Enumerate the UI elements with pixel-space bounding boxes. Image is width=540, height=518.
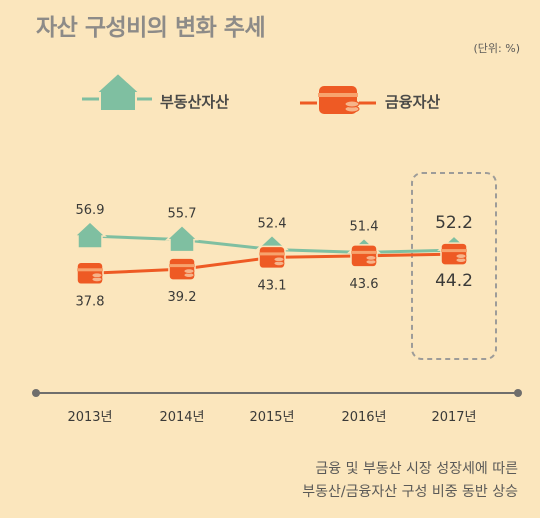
legend-wallet-icon — [300, 84, 376, 116]
house-icon — [73, 220, 107, 249]
x-tick-label: 2017년 — [431, 410, 476, 425]
coin-icon — [455, 253, 467, 259]
coin-icon — [273, 256, 285, 263]
line-chart: 56.9 37.8 2013년 55.7 39.2 2014년 52.4 43.1 2015년 5… — [32, 172, 522, 425]
highlight-box-2017 — [411, 172, 497, 360]
wallet-band — [441, 249, 467, 253]
chart-title: 자산 구성비의 변화 추세 — [36, 15, 266, 41]
legend-label-real-estate: 부동산자산 — [160, 93, 230, 111]
data-label-financial: 39.2 — [168, 290, 197, 305]
coin-icon — [91, 272, 103, 278]
footnote-line-1: 금융 및 부동산 시장 성장세에 따른 — [315, 461, 518, 477]
data-label-real-estate: 52.2 — [435, 213, 473, 233]
data-label-real-estate: 51.4 — [350, 220, 379, 235]
coin-icon — [365, 255, 377, 261]
x-tick-label: 2014년 — [159, 410, 204, 425]
x-tick-label: 2015년 — [249, 410, 294, 425]
wallet-band — [351, 250, 377, 254]
data-label-real-estate: 52.4 — [258, 217, 287, 232]
data-label-real-estate: 55.7 — [168, 207, 197, 222]
data-label-financial: 37.8 — [76, 294, 105, 309]
house-icon — [165, 224, 199, 253]
data-label-financial: 44.2 — [435, 271, 473, 291]
legend-house-icon — [82, 71, 152, 112]
legend-icons — [82, 71, 376, 116]
axis-end-dot — [514, 389, 522, 397]
wallet-band — [259, 252, 285, 256]
x-tick-label: 2016년 — [341, 410, 386, 425]
data-label-real-estate: 56.9 — [76, 203, 105, 218]
footnote: 금융 및 부동산 시장 성장세에 따른 부동산/금융자산 구성 비중 동반 상승 — [302, 458, 518, 504]
axis-start-dot — [32, 389, 40, 397]
footnote-line-2: 부동산/금융자산 구성 비중 동반 상승 — [302, 484, 518, 500]
unit-label: (단위: %) — [473, 42, 520, 55]
data-label-financial: 43.6 — [350, 277, 379, 292]
coin-icon — [183, 268, 195, 274]
x-tick-label: 2013년 — [67, 410, 112, 425]
wallet-band — [169, 264, 195, 268]
legend-label-financial: 금융자산 — [385, 93, 441, 111]
wallet-band — [77, 268, 103, 272]
data-label-financial: 43.1 — [258, 278, 287, 293]
